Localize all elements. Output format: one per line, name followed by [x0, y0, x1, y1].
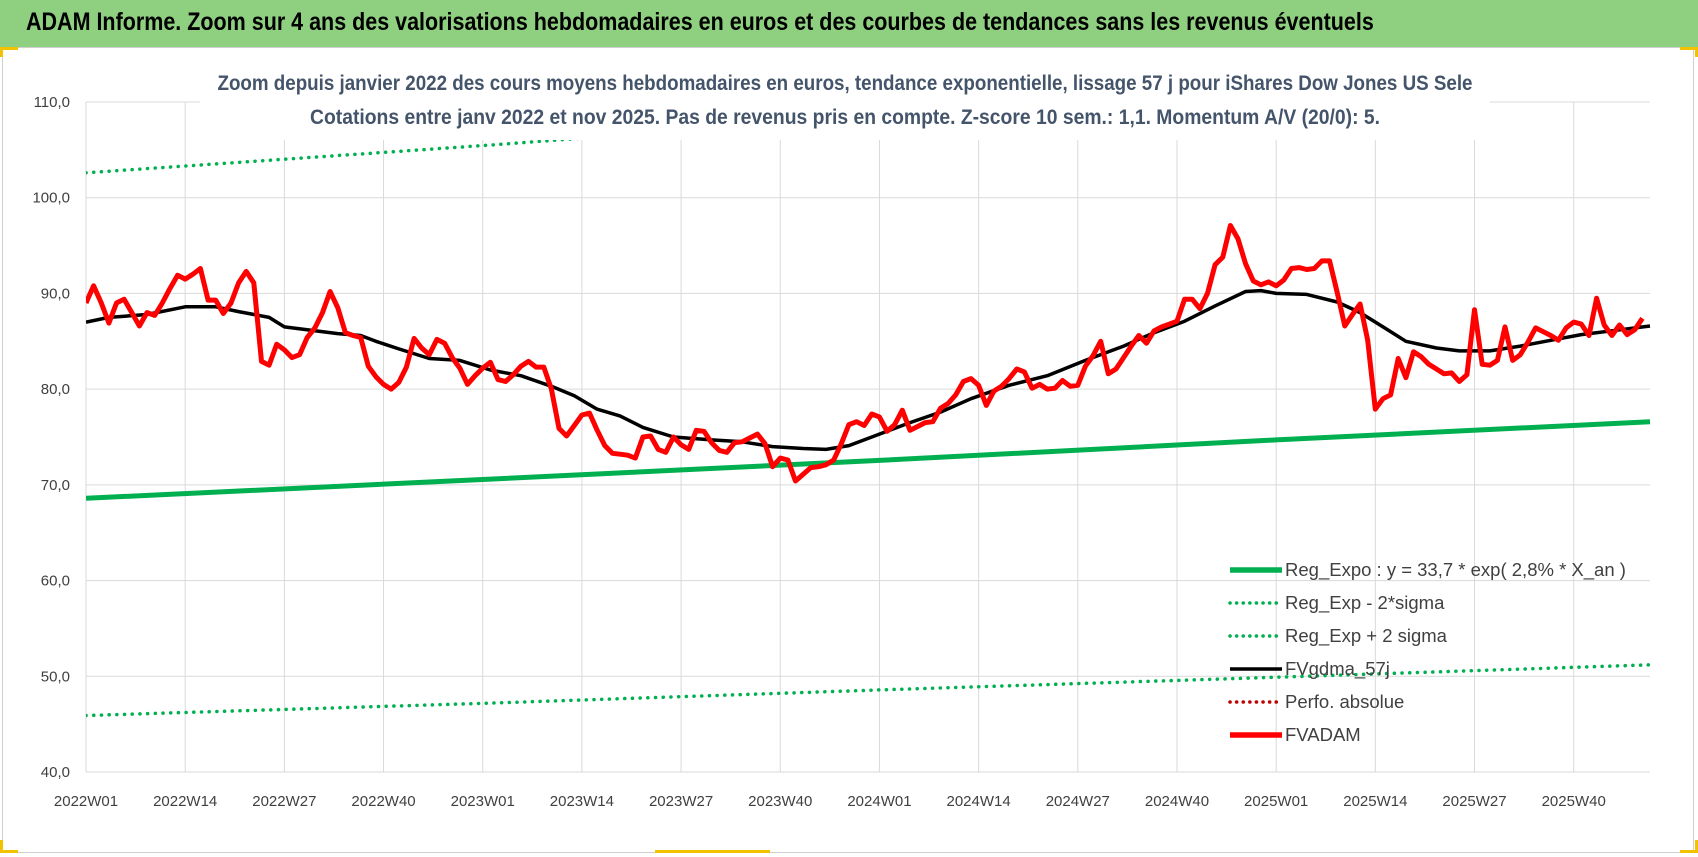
x-tick-label: 2023W01 [451, 793, 515, 810]
chart-subtitle: Cotations entre janv 2022 et nov 2025. P… [310, 106, 1380, 129]
plot-area [86, 98, 1652, 718]
chart-frame [2, 47, 1694, 853]
corner-mark [0, 850, 18, 853]
chart-title: Zoom depuis janvier 2022 des cours moyen… [218, 72, 1473, 95]
x-tick-label: 2023W27 [649, 793, 713, 810]
banner-title: ADAM Informe. Zoom sur 4 ans des valoris… [26, 8, 1374, 36]
corner-mark [1680, 47, 1698, 50]
x-tick-label: 2022W40 [351, 793, 415, 810]
corner-mark [1695, 840, 1698, 853]
y-tick-label: 80,0 [41, 381, 70, 398]
x-tick-label: 2023W40 [748, 793, 812, 810]
legend-label: Reg_Expo : y = 33,7 * exp( 2,8% * X_an ) [1285, 559, 1626, 581]
corner-mark [1695, 47, 1698, 57]
legend-label: Reg_Exp + 2 sigma [1285, 625, 1448, 647]
legend-label: Reg_Exp - 2*sigma [1285, 592, 1445, 614]
banner: ADAM Informe. Zoom sur 4 ans des valoris… [0, 0, 1698, 48]
x-axis: 2022W01 2022W14 2022W27 2022W40 2023W01 2023W… [54, 793, 1606, 810]
x-tick-label: 2023W14 [550, 793, 614, 810]
corner-mark [0, 840, 3, 853]
corner-mark [0, 47, 18, 50]
legend-label: Perfo. absolue [1285, 691, 1404, 712]
y-axis: 40,0 50,0 60,0 70,0 80,0 90,0 100,0 110,0 [32, 94, 70, 781]
x-tick-label: 2024W01 [847, 793, 911, 810]
x-tick-label: 2022W14 [153, 793, 217, 810]
x-tick-label: 2025W01 [1244, 793, 1308, 810]
series-line [86, 223, 1645, 484]
x-tick-label: 2025W14 [1343, 793, 1407, 810]
corner-mark [0, 47, 3, 57]
x-tick-label: 2022W01 [54, 793, 118, 810]
x-tick-label: 2024W14 [947, 793, 1011, 810]
x-tick-label: 2022W27 [252, 793, 316, 810]
title-backdrop [200, 64, 1490, 140]
legend-label: FVADAM [1285, 724, 1361, 745]
corner-mark [655, 850, 770, 853]
legend: Reg_Expo : y = 33,7 * exp( 2,8% * X_an )… [1228, 559, 1626, 745]
x-tick-label: 2024W40 [1145, 793, 1209, 810]
y-tick-label: 60,0 [41, 573, 70, 590]
series-line [86, 663, 1652, 718]
corner-mark [1680, 850, 1698, 853]
x-tick-label: 2024W27 [1046, 793, 1110, 810]
y-tick-label: 110,0 [34, 94, 70, 111]
x-tick-label: 2025W27 [1442, 793, 1506, 810]
series-line [86, 419, 1651, 501]
x-tick-label: 2025W40 [1542, 793, 1606, 810]
y-tick-label: 50,0 [41, 668, 70, 685]
y-tick-label: 40,0 [41, 764, 70, 781]
y-tick-label: 100,0 [32, 190, 70, 207]
y-tick-label: 90,0 [41, 285, 70, 302]
y-tick-label: 70,0 [41, 477, 70, 494]
legend-label: FVgdma_57j [1285, 658, 1390, 680]
